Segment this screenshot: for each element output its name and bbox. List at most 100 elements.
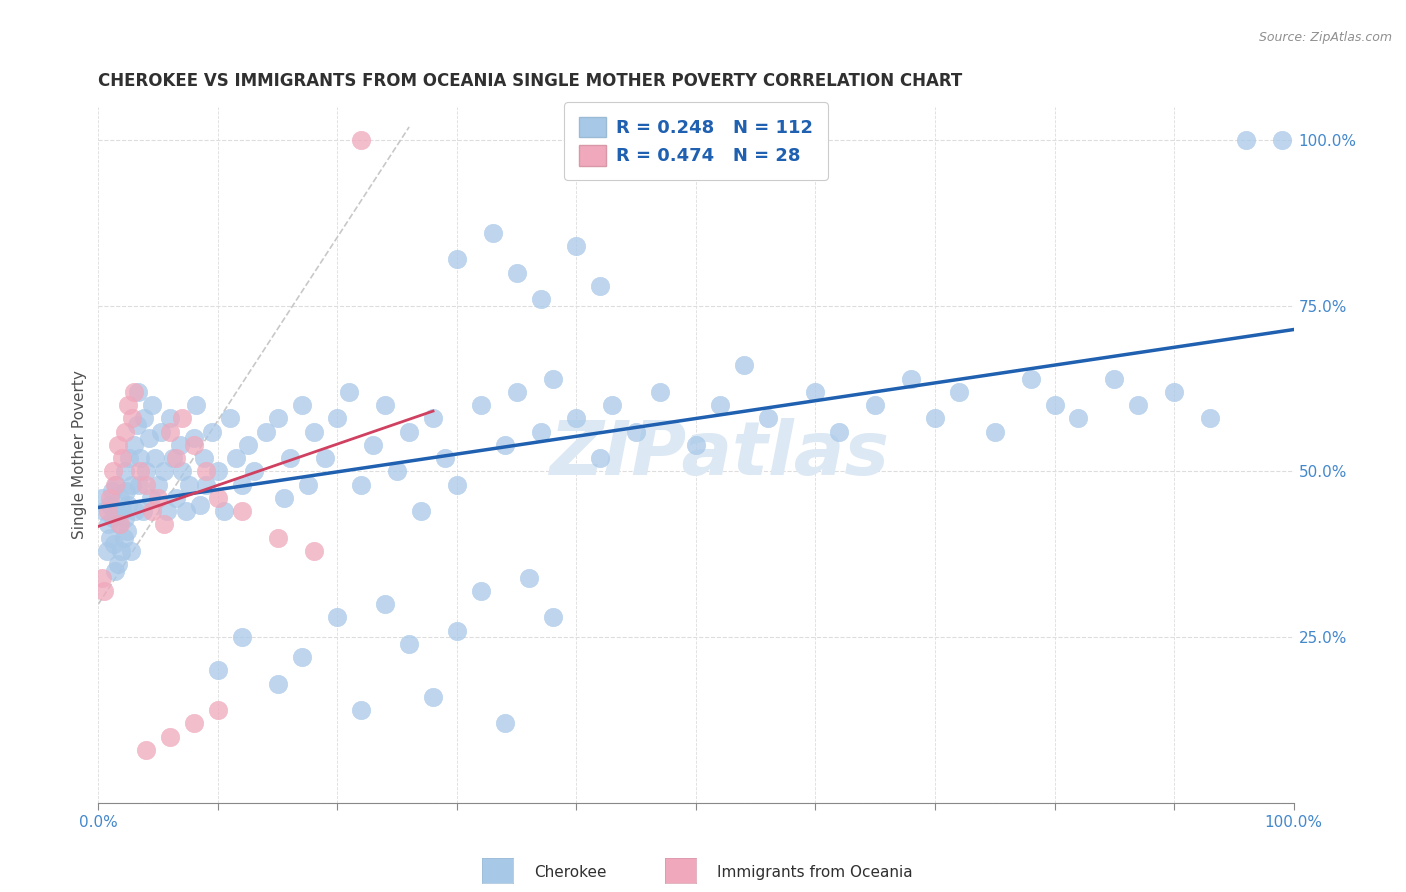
Point bbox=[207, 703, 229, 717]
Point bbox=[125, 418, 148, 433]
Point bbox=[212, 504, 235, 518]
Point bbox=[302, 425, 325, 439]
Point bbox=[254, 425, 277, 439]
Point bbox=[195, 465, 218, 479]
Point bbox=[422, 690, 444, 704]
Point bbox=[100, 484, 122, 499]
Point bbox=[172, 411, 194, 425]
Point bbox=[1199, 411, 1222, 425]
Point bbox=[135, 477, 157, 491]
Point bbox=[107, 558, 129, 572]
Point bbox=[159, 730, 181, 744]
Point bbox=[446, 477, 468, 491]
Point bbox=[149, 425, 172, 439]
Point bbox=[470, 398, 492, 412]
Point bbox=[1271, 133, 1294, 147]
Point bbox=[188, 498, 211, 512]
Point bbox=[350, 477, 373, 491]
Point bbox=[900, 372, 922, 386]
Text: Immigrants from Oceania: Immigrants from Oceania bbox=[717, 865, 912, 880]
Point bbox=[104, 564, 127, 578]
Point bbox=[155, 504, 177, 518]
Point bbox=[169, 438, 191, 452]
Point bbox=[183, 431, 205, 445]
Point bbox=[411, 504, 433, 518]
Text: Source: ZipAtlas.com: Source: ZipAtlas.com bbox=[1258, 31, 1392, 45]
Point bbox=[207, 465, 229, 479]
Point bbox=[225, 451, 247, 466]
Point bbox=[107, 438, 129, 452]
Point bbox=[589, 279, 612, 293]
Point bbox=[128, 477, 150, 491]
Point bbox=[107, 504, 129, 518]
Point bbox=[179, 477, 201, 491]
Point bbox=[278, 451, 301, 466]
Point bbox=[470, 583, 492, 598]
Point bbox=[148, 477, 170, 491]
Point bbox=[648, 384, 672, 399]
Point bbox=[172, 465, 194, 479]
Point bbox=[111, 504, 134, 518]
Point bbox=[93, 583, 115, 598]
Point bbox=[506, 266, 529, 280]
Point bbox=[129, 465, 152, 479]
Point bbox=[709, 398, 731, 412]
Point bbox=[124, 504, 146, 518]
Text: CHEROKEE VS IMMIGRANTS FROM OCEANIA SINGLE MOTHER POVERTY CORRELATION CHART: CHEROKEE VS IMMIGRANTS FROM OCEANIA SING… bbox=[98, 72, 963, 90]
Point bbox=[494, 438, 516, 452]
Point bbox=[201, 425, 224, 439]
Point bbox=[127, 384, 149, 399]
Point bbox=[165, 491, 187, 505]
Text: Cherokee: Cherokee bbox=[534, 865, 607, 880]
Point bbox=[115, 484, 138, 499]
Point bbox=[108, 517, 131, 532]
Point bbox=[446, 252, 468, 267]
Point bbox=[132, 411, 155, 425]
Point bbox=[219, 411, 242, 425]
Point bbox=[103, 537, 125, 551]
Point bbox=[148, 491, 170, 505]
Point bbox=[374, 398, 396, 412]
Point bbox=[120, 544, 142, 558]
Point bbox=[350, 133, 373, 147]
Point bbox=[165, 451, 187, 466]
Point bbox=[114, 511, 136, 525]
Point bbox=[91, 570, 114, 584]
Point bbox=[114, 465, 136, 479]
Point bbox=[267, 411, 290, 425]
Point bbox=[434, 451, 457, 466]
Point bbox=[112, 531, 135, 545]
Point bbox=[153, 517, 176, 532]
Point bbox=[231, 477, 253, 491]
Point bbox=[135, 743, 157, 757]
Point bbox=[385, 465, 409, 479]
Point bbox=[91, 491, 114, 505]
Point bbox=[326, 411, 349, 425]
Point bbox=[143, 451, 166, 466]
Point bbox=[195, 477, 218, 491]
Point bbox=[104, 477, 127, 491]
Point bbox=[183, 438, 205, 452]
Point bbox=[273, 491, 295, 505]
Point bbox=[297, 477, 319, 491]
Point bbox=[131, 504, 153, 518]
Point bbox=[138, 431, 160, 445]
Point bbox=[363, 438, 385, 452]
Point bbox=[159, 411, 181, 425]
Point bbox=[1067, 411, 1090, 425]
Point bbox=[1104, 372, 1126, 386]
Point bbox=[1128, 398, 1150, 412]
Point bbox=[541, 372, 564, 386]
Point bbox=[865, 398, 887, 412]
Point bbox=[267, 531, 290, 545]
Point bbox=[565, 411, 588, 425]
Point bbox=[1019, 372, 1042, 386]
Point bbox=[291, 650, 314, 665]
Point bbox=[243, 465, 266, 479]
Point bbox=[315, 451, 337, 466]
Point bbox=[231, 630, 253, 644]
Point bbox=[110, 544, 132, 558]
Point bbox=[231, 504, 253, 518]
Point bbox=[398, 637, 420, 651]
Point bbox=[339, 384, 361, 399]
